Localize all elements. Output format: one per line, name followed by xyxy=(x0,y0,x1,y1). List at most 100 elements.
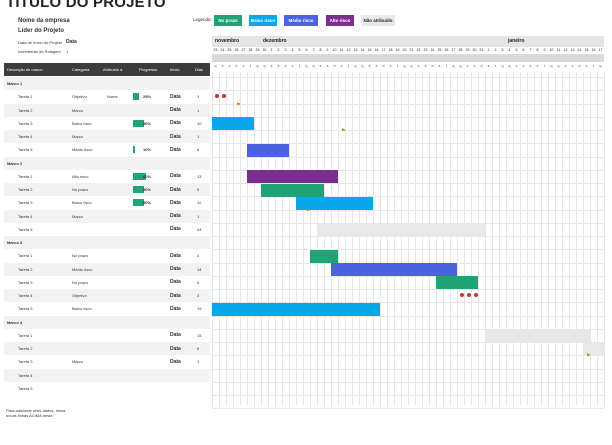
table-row[interactable]: Tarefa 5 Data 24 xyxy=(4,223,210,236)
gantt-bar[interactable] xyxy=(485,329,590,343)
row-days[interactable]: 4 xyxy=(197,253,200,259)
grid-column xyxy=(240,72,241,406)
start-date-value[interactable]: Data xyxy=(66,39,77,45)
scroll-increment-value[interactable]: 1 xyxy=(66,49,69,54)
grid-column xyxy=(268,72,269,406)
table-row[interactable]: Tarefa 4 Marco Data 1 xyxy=(4,130,210,144)
table-row[interactable]: Tarefa 1 Data 15 xyxy=(4,329,210,342)
row-start[interactable]: Data xyxy=(170,345,181,352)
grid-column xyxy=(471,72,472,406)
row-start[interactable]: Data xyxy=(170,279,181,286)
row-description: Tarefa 1 xyxy=(18,253,33,259)
row-start[interactable]: Data xyxy=(170,266,181,272)
row-description: Tarefa 4 xyxy=(18,134,33,139)
row-start[interactable]: Data xyxy=(170,93,181,100)
gantt-bar[interactable] xyxy=(247,143,289,157)
row-days[interactable]: 6 xyxy=(197,279,200,285)
table-row[interactable]: Tarefa 2 Data 5 xyxy=(4,342,210,356)
phase-row[interactable]: Marco 4 xyxy=(4,315,210,329)
table-row[interactable]: Tarefa 1 Objetivo Nome 25% Data 1 xyxy=(4,90,210,103)
phase-row[interactable]: Marco 3 xyxy=(4,236,210,250)
row-days[interactable]: 10 xyxy=(197,120,202,126)
gantt-bar[interactable] xyxy=(296,196,373,210)
table-row[interactable]: Tarefa 5 xyxy=(4,382,210,395)
day-number: 27 xyxy=(241,48,246,52)
row-days[interactable]: 3 xyxy=(197,293,200,298)
gantt-bar[interactable] xyxy=(317,223,485,237)
row-description: Tarefa 5 xyxy=(18,226,33,232)
weekday-letter: t xyxy=(593,64,594,68)
grid-column xyxy=(366,72,367,406)
row-days[interactable]: 1 xyxy=(197,359,200,365)
row-days[interactable]: 1 xyxy=(197,213,200,219)
row-start[interactable]: Data xyxy=(170,332,181,339)
row-start[interactable]: Data xyxy=(170,226,181,233)
gantt-bar[interactable] xyxy=(331,263,457,276)
col-category: Categoria xyxy=(72,67,90,72)
phase-row[interactable]: Marco 1 xyxy=(4,77,210,91)
day-number: 16 xyxy=(374,48,379,52)
table-row[interactable]: Tarefa 4 Marco Data 1 xyxy=(4,209,210,223)
gantt-bar[interactable] xyxy=(310,249,338,263)
row-days[interactable]: 6 xyxy=(197,147,200,153)
table-row[interactable]: Tarefa 3 Baixo risco 50% Data 11 xyxy=(4,196,210,209)
table-row[interactable]: Tarefa 2 No prazo 50% Data 9 xyxy=(4,183,210,197)
grid-column xyxy=(219,72,220,406)
row-days[interactable]: 19 xyxy=(197,306,202,312)
row-days[interactable]: 24 xyxy=(197,226,202,232)
table-row[interactable]: Tarefa 5 Médio risco 10% Data 6 xyxy=(4,143,210,156)
row-days[interactable]: 11 xyxy=(197,200,202,206)
row-category: Baixo risco xyxy=(72,120,92,126)
gantt-bar[interactable] xyxy=(212,302,380,316)
phase-row[interactable]: Marco 2 xyxy=(4,156,210,170)
row-days[interactable]: 5 xyxy=(197,346,200,351)
row-start[interactable]: Data xyxy=(170,292,181,299)
grid-row xyxy=(212,249,604,251)
row-days[interactable]: 15 xyxy=(197,332,202,338)
table-row[interactable]: Tarefa 1 No prazo Data 4 xyxy=(4,249,210,262)
row-start[interactable]: Data xyxy=(170,199,181,206)
row-description: Tarefa 3 xyxy=(18,120,33,126)
row-start[interactable]: Data xyxy=(170,305,181,312)
row-start[interactable]: Data xyxy=(170,173,181,180)
row-start[interactable]: Data xyxy=(170,358,181,365)
row-days[interactable]: 13 xyxy=(197,173,202,179)
row-description: Tarefa 3 xyxy=(18,200,33,206)
table-row[interactable]: Tarefa 2 Médio risco Data 14 xyxy=(4,262,210,276)
grid-column xyxy=(513,72,514,406)
table-row[interactable]: Tarefa 4 xyxy=(4,368,210,382)
row-days[interactable]: 14 xyxy=(197,266,202,272)
col-progress: Progresso xyxy=(139,67,158,72)
row-start[interactable]: Data xyxy=(170,146,181,153)
table-row[interactable]: Tarefa 4 Objetivo Data 3 xyxy=(4,289,210,303)
progress-bar xyxy=(133,119,144,127)
gantt-bar[interactable] xyxy=(212,117,254,131)
day-number: 26 xyxy=(444,48,449,52)
table-row[interactable]: Tarefa 3 Baixo risco 50% Data 10 xyxy=(4,117,210,130)
row-days[interactable]: 1 xyxy=(197,94,200,100)
row-start[interactable]: Data xyxy=(170,107,181,113)
gantt-bar[interactable] xyxy=(247,170,338,184)
grid-row xyxy=(212,196,604,198)
table-row[interactable]: Tarefa 1 Alto risco 60% Data 13 xyxy=(4,170,210,183)
row-start[interactable]: Data xyxy=(170,120,181,127)
day-band xyxy=(212,54,604,62)
row-days[interactable]: 1 xyxy=(197,134,200,139)
gantt-bar[interactable] xyxy=(261,183,324,197)
row-days[interactable]: 1 xyxy=(197,107,200,113)
weekday-letter: s xyxy=(270,64,273,68)
row-start[interactable]: Data xyxy=(170,213,181,219)
table-row[interactable]: Tarefa 3 Marco Data 1 xyxy=(4,355,210,368)
table-row[interactable]: Tarefa 5 Baixo risco Data 19 xyxy=(4,302,210,315)
row-category: Baixo risco xyxy=(72,200,92,206)
row-start[interactable]: Data xyxy=(170,133,181,140)
gantt-bar[interactable] xyxy=(436,276,478,290)
row-start[interactable]: Data xyxy=(170,252,181,259)
row-days[interactable]: 9 xyxy=(197,187,200,192)
weekday-letter: t xyxy=(299,64,300,68)
grid-row xyxy=(212,408,604,410)
gantt-bar[interactable] xyxy=(583,342,604,356)
table-row[interactable]: Tarefa 2 Marco Data 1 xyxy=(4,103,210,117)
table-row[interactable]: Tarefa 3 No prazo Data 6 xyxy=(4,276,210,289)
row-start[interactable]: Data xyxy=(170,186,181,193)
